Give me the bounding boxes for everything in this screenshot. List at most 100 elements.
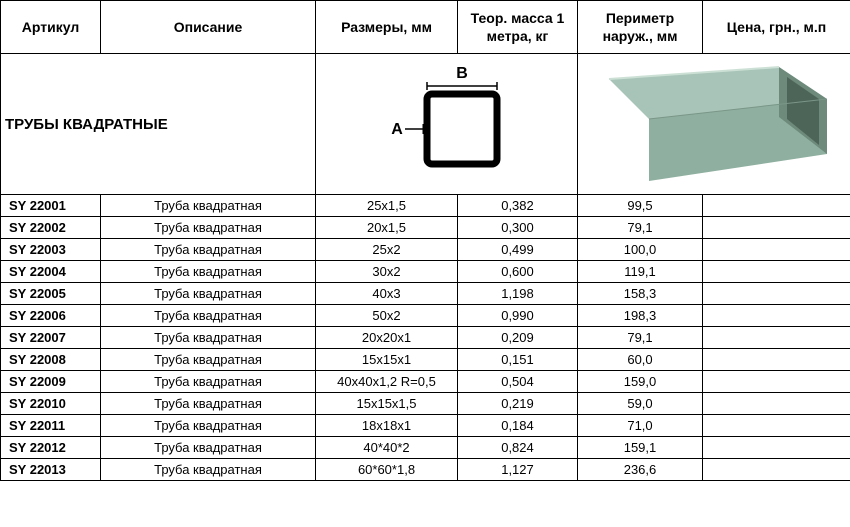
header-article: Артикул xyxy=(1,1,101,54)
header-perimeter: Периметр наруж., мм xyxy=(578,1,703,54)
cell-mass: 0,184 xyxy=(458,415,578,437)
cell-size: 15x15x1 xyxy=(316,349,458,371)
header-sizes: Размеры, мм xyxy=(316,1,458,54)
table-row: SY 22008Труба квадратная15x15x10,15160,0 xyxy=(1,349,850,371)
cell-perimeter: 159,1 xyxy=(578,437,703,459)
cell-size: 40*40*2 xyxy=(316,437,458,459)
cell-perimeter: 100,0 xyxy=(578,239,703,261)
cell-mass: 0,300 xyxy=(458,217,578,239)
section-title: ТРУБЫ КВАДРАТНЫЕ xyxy=(1,54,316,195)
cell-perimeter: 99,5 xyxy=(578,195,703,217)
cell-article: SY 22006 xyxy=(1,305,101,327)
cell-description: Труба квадратная xyxy=(101,327,316,349)
cell-perimeter: 71,0 xyxy=(578,415,703,437)
cell-description: Труба квадратная xyxy=(101,239,316,261)
cell-description: Труба квадратная xyxy=(101,195,316,217)
cell-mass: 0,499 xyxy=(458,239,578,261)
cell-size: 20x20x1 xyxy=(316,327,458,349)
cell-article: SY 22002 xyxy=(1,217,101,239)
cell-price xyxy=(703,261,850,283)
cell-mass: 0,824 xyxy=(458,437,578,459)
cell-description: Труба квадратная xyxy=(101,261,316,283)
cell-price xyxy=(703,459,850,481)
cell-article: SY 22012 xyxy=(1,437,101,459)
cell-description: Труба квадратная xyxy=(101,371,316,393)
cell-description: Труба квадратная xyxy=(101,217,316,239)
cell-mass: 0,219 xyxy=(458,393,578,415)
cell-price xyxy=(703,305,850,327)
cell-size: 15x15x1,5 xyxy=(316,393,458,415)
data-body: SY 22001Труба квадратная25x1,50,38299,5S… xyxy=(1,195,850,481)
cell-perimeter: 119,1 xyxy=(578,261,703,283)
cell-mass: 0,600 xyxy=(458,261,578,283)
cell-perimeter: 79,1 xyxy=(578,217,703,239)
cell-perimeter: 60,0 xyxy=(578,349,703,371)
cell-price xyxy=(703,195,850,217)
cell-description: Труба квадратная xyxy=(101,459,316,481)
cell-article: SY 22003 xyxy=(1,239,101,261)
cell-description: Труба квадратная xyxy=(101,283,316,305)
square-tube-diagram: B A xyxy=(377,64,517,184)
cell-description: Труба квадратная xyxy=(101,305,316,327)
cell-description: Труба квадратная xyxy=(101,415,316,437)
table-row: SY 22005Труба квадратная40x31,198158,3 xyxy=(1,283,850,305)
cell-article: SY 22010 xyxy=(1,393,101,415)
cell-mass: 1,127 xyxy=(458,459,578,481)
cell-perimeter: 79,1 xyxy=(578,327,703,349)
cell-size: 60*60*1,8 xyxy=(316,459,458,481)
cell-description: Труба квадратная xyxy=(101,393,316,415)
table-row: SY 22001Труба квадратная25x1,50,38299,5 xyxy=(1,195,850,217)
cell-article: SY 22004 xyxy=(1,261,101,283)
header-row: Артикул Описание Размеры, мм Теор. масса… xyxy=(1,1,850,54)
header-price: Цена, грн., м.п xyxy=(703,1,850,54)
header-mass: Теор. масса 1 метра, кг xyxy=(458,1,578,54)
cell-size: 40x40x1,2 R=0,5 xyxy=(316,371,458,393)
cell-mass: 0,504 xyxy=(458,371,578,393)
cell-mass: 0,990 xyxy=(458,305,578,327)
table-row: SY 22007Труба квадратная20x20x10,20979,1 xyxy=(1,327,850,349)
cell-price xyxy=(703,415,850,437)
cell-size: 40x3 xyxy=(316,283,458,305)
cell-article: SY 22008 xyxy=(1,349,101,371)
cell-price xyxy=(703,437,850,459)
cell-price xyxy=(703,371,850,393)
table-row: SY 22010Труба квадратная15x15x1,50,21959… xyxy=(1,393,850,415)
table-row: SY 22003Труба квадратная25x20,499100,0 xyxy=(1,239,850,261)
label-b: B xyxy=(456,65,468,82)
cell-perimeter: 158,3 xyxy=(578,283,703,305)
cell-mass: 0,209 xyxy=(458,327,578,349)
cell-size: 20x1,5 xyxy=(316,217,458,239)
tube-image-cell xyxy=(578,54,850,195)
table-row: SY 22002Труба квадратная20x1,50,30079,1 xyxy=(1,217,850,239)
cell-perimeter: 159,0 xyxy=(578,371,703,393)
table-row: SY 22011Труба квадратная18x18x10,18471,0 xyxy=(1,415,850,437)
cell-price xyxy=(703,283,850,305)
label-a: A xyxy=(391,121,403,138)
cell-article: SY 22009 xyxy=(1,371,101,393)
cell-mass: 1,198 xyxy=(458,283,578,305)
cell-article: SY 22001 xyxy=(1,195,101,217)
table-row: SY 22006Труба квадратная50x20,990198,3 xyxy=(1,305,850,327)
cell-size: 50x2 xyxy=(316,305,458,327)
cell-perimeter: 236,6 xyxy=(578,459,703,481)
cell-price xyxy=(703,217,850,239)
cell-size: 30x2 xyxy=(316,261,458,283)
cell-price xyxy=(703,349,850,371)
cell-perimeter: 59,0 xyxy=(578,393,703,415)
cell-size: 18x18x1 xyxy=(316,415,458,437)
cell-article: SY 22011 xyxy=(1,415,101,437)
section-row: ТРУБЫ КВАДРАТНЫЕ B A xyxy=(1,54,850,195)
cell-size: 25x2 xyxy=(316,239,458,261)
spec-table: Артикул Описание Размеры, мм Теор. масса… xyxy=(0,0,850,481)
table-row: SY 22009Труба квадратная40x40x1,2 R=0,50… xyxy=(1,371,850,393)
table-row: SY 22013Труба квадратная60*60*1,81,12723… xyxy=(1,459,850,481)
cell-price xyxy=(703,239,850,261)
diagram-cell: B A xyxy=(316,54,578,195)
cell-article: SY 22013 xyxy=(1,459,101,481)
table-row: SY 22012Труба квадратная40*40*20,824159,… xyxy=(1,437,850,459)
tube-3d-icon xyxy=(599,59,829,189)
cell-mass: 0,151 xyxy=(458,349,578,371)
cell-mass: 0,382 xyxy=(458,195,578,217)
cell-price xyxy=(703,393,850,415)
cell-article: SY 22005 xyxy=(1,283,101,305)
